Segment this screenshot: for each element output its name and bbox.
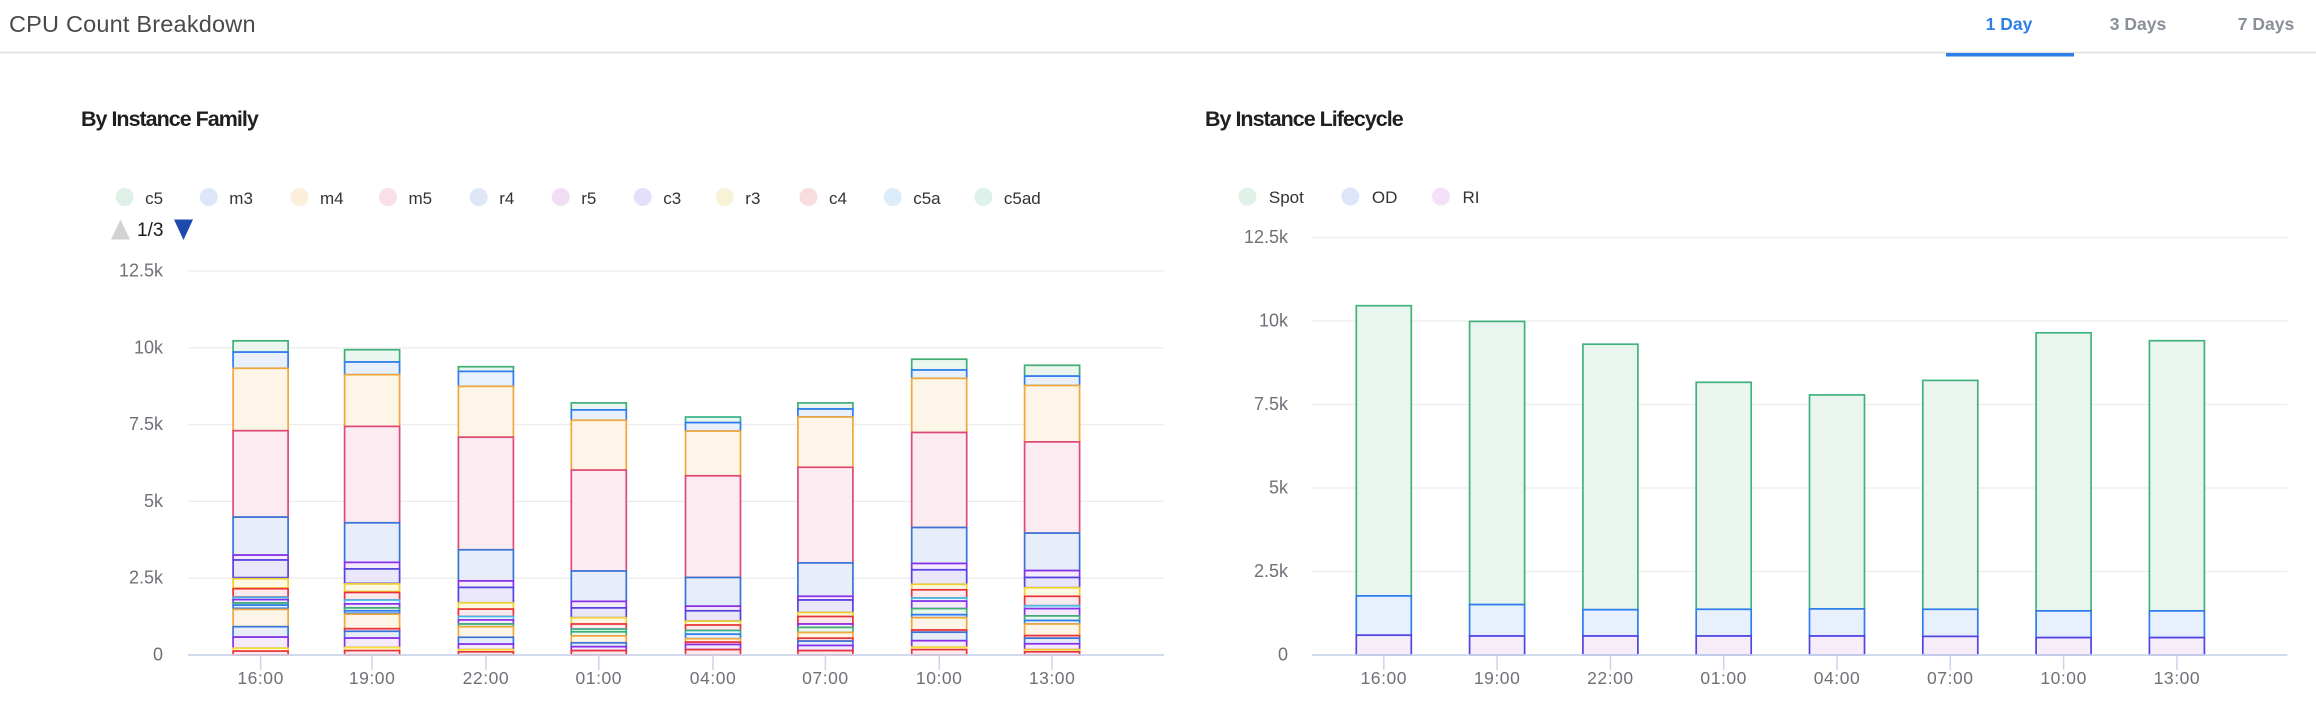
svg-text:m5: m5 — [409, 189, 433, 208]
svg-text:Spot: Spot — [1269, 188, 1304, 207]
svg-text:12.5k: 12.5k — [119, 261, 164, 281]
svg-text:16:00: 16:00 — [237, 668, 284, 688]
svg-text:CPU Count Breakdown: CPU Count Breakdown — [9, 11, 256, 37]
svg-text:10k: 10k — [1259, 311, 1289, 331]
svg-text:2.5k: 2.5k — [129, 568, 164, 588]
svg-text:r4: r4 — [499, 189, 514, 208]
svg-text:10:00: 10:00 — [2040, 668, 2087, 688]
svg-text:m4: m4 — [320, 189, 344, 208]
svg-text:10:00: 10:00 — [916, 668, 963, 688]
svg-text:m3: m3 — [229, 189, 253, 208]
svg-text:RI: RI — [1463, 188, 1480, 207]
svg-text:13:00: 13:00 — [2154, 668, 2201, 688]
svg-text:c3: c3 — [663, 189, 681, 208]
svg-text:16:00: 16:00 — [1361, 668, 1408, 688]
svg-text:OD: OD — [1372, 188, 1398, 207]
svg-text:01:00: 01:00 — [1700, 668, 1747, 688]
svg-text:22:00: 22:00 — [1587, 668, 1634, 688]
svg-text:01:00: 01:00 — [576, 668, 623, 688]
svg-text:5k: 5k — [144, 491, 164, 511]
svg-text:r3: r3 — [745, 189, 760, 208]
svg-text:10k: 10k — [134, 337, 164, 357]
svg-text:22:00: 22:00 — [463, 668, 510, 688]
svg-text:04:00: 04:00 — [690, 668, 737, 688]
svg-text:1/3: 1/3 — [137, 220, 163, 241]
svg-text:7 Days: 7 Days — [2238, 14, 2295, 34]
svg-text:c5ad: c5ad — [1004, 189, 1041, 208]
svg-text:12.5k: 12.5k — [1244, 227, 1289, 247]
svg-text:r5: r5 — [581, 189, 596, 208]
svg-text:c5a: c5a — [913, 189, 941, 208]
svg-text:1 Day: 1 Day — [1986, 14, 2033, 34]
svg-text:c4: c4 — [829, 189, 847, 208]
svg-text:2.5k: 2.5k — [1254, 561, 1289, 581]
svg-text:By Instance Lifecycle: By Instance Lifecycle — [1205, 107, 1404, 131]
svg-text:04:00: 04:00 — [1814, 668, 1861, 688]
svg-text:By Instance Family: By Instance Family — [81, 107, 259, 131]
svg-text:7.5k: 7.5k — [129, 414, 164, 434]
svg-text:7.5k: 7.5k — [1254, 394, 1289, 414]
svg-text:3 Days: 3 Days — [2110, 14, 2167, 34]
svg-text:0: 0 — [153, 645, 163, 665]
svg-text:5k: 5k — [1269, 478, 1289, 498]
svg-text:19:00: 19:00 — [1474, 668, 1521, 688]
svg-text:0: 0 — [1278, 645, 1288, 665]
svg-text:13:00: 13:00 — [1029, 668, 1076, 688]
svg-text:c5: c5 — [145, 189, 163, 208]
svg-text:19:00: 19:00 — [349, 668, 396, 688]
svg-text:07:00: 07:00 — [1927, 668, 1974, 688]
svg-text:07:00: 07:00 — [802, 668, 849, 688]
